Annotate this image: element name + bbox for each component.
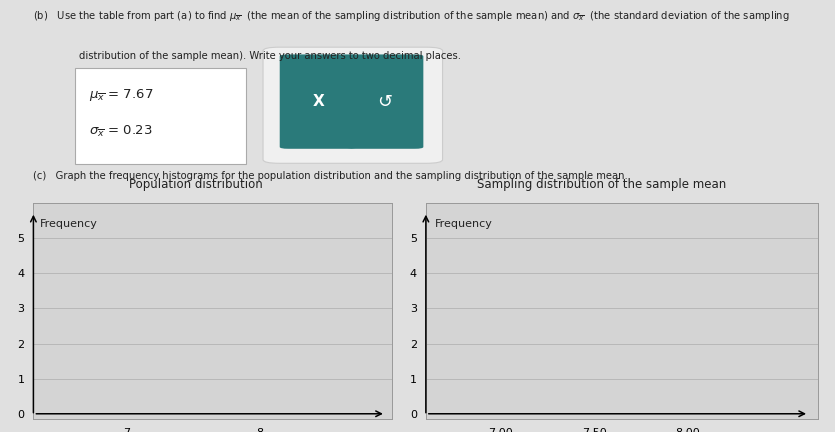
FancyBboxPatch shape <box>75 68 246 164</box>
Text: (b)   Use the table from part (a) to find $\mu_{\overline{x}}$  (the mean of the: (b) Use the table from part (a) to find … <box>33 9 790 23</box>
Text: Population distribution: Population distribution <box>129 178 263 191</box>
Text: distribution of the sample mean). Write your answers to two decimal places.: distribution of the sample mean). Write … <box>79 51 461 61</box>
Text: $\sigma_{\overline{x}}$ = 0.23: $\sigma_{\overline{x}}$ = 0.23 <box>89 124 153 140</box>
Text: $\mu_{\overline{x}}$ = 7.67: $\mu_{\overline{x}}$ = 7.67 <box>89 87 154 103</box>
Text: Frequency: Frequency <box>40 219 98 229</box>
Text: (c)   Graph the frequency histograms for the population distribution and the sam: (c) Graph the frequency histograms for t… <box>33 171 628 181</box>
FancyBboxPatch shape <box>280 54 357 149</box>
Text: Frequency: Frequency <box>435 219 493 229</box>
Text: X: X <box>312 94 324 109</box>
Text: ↺: ↺ <box>377 92 392 111</box>
Text: Sampling distribution of the sample mean: Sampling distribution of the sample mean <box>477 178 726 191</box>
FancyBboxPatch shape <box>347 54 423 149</box>
FancyBboxPatch shape <box>263 47 443 163</box>
